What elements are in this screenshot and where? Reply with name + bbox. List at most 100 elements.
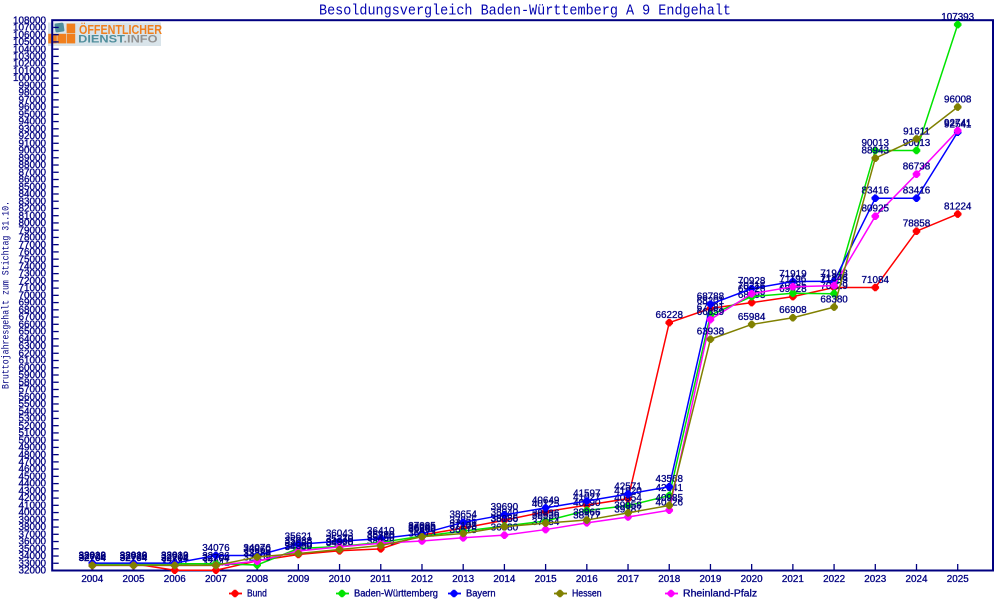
svg-text:2012: 2012	[411, 574, 433, 585]
svg-text:52000: 52000	[19, 421, 47, 432]
svg-text:37108: 37108	[449, 521, 477, 532]
svg-text:Besoldungsvergleich Baden-Würt: Besoldungsvergleich Baden-Württemberg A …	[319, 3, 731, 19]
svg-text:34350: 34350	[285, 541, 313, 552]
svg-text:90000: 90000	[19, 146, 47, 157]
svg-text:100000: 100000	[13, 73, 46, 84]
svg-text:88000: 88000	[19, 160, 47, 171]
svg-text:43000: 43000	[19, 486, 47, 497]
svg-text:68380: 68380	[820, 294, 848, 305]
svg-text:69000: 69000	[19, 298, 47, 309]
svg-text:96008: 96008	[944, 94, 972, 105]
svg-text:68000: 68000	[19, 305, 47, 316]
svg-text:56000: 56000	[19, 392, 47, 403]
svg-text:86000: 86000	[19, 175, 47, 186]
svg-text:65000: 65000	[19, 327, 47, 338]
svg-text:2014: 2014	[493, 574, 515, 585]
svg-text:107000: 107000	[13, 23, 46, 34]
svg-text:39000: 39000	[19, 515, 47, 526]
svg-text:2004: 2004	[81, 574, 103, 585]
svg-text:Bayern: Bayern	[466, 589, 496, 600]
svg-text:2024: 2024	[906, 574, 928, 585]
svg-text:2025: 2025	[947, 574, 969, 585]
svg-text:80925: 80925	[862, 204, 890, 215]
svg-text:32704: 32704	[79, 553, 107, 564]
svg-text:34690: 34690	[285, 538, 313, 549]
svg-text:57000: 57000	[19, 385, 47, 396]
svg-text:104000: 104000	[13, 44, 46, 55]
svg-text:66000: 66000	[19, 319, 47, 330]
svg-text:61000: 61000	[19, 356, 47, 367]
svg-text:45000: 45000	[19, 471, 47, 482]
svg-text:2009: 2009	[287, 574, 309, 585]
svg-text:101000: 101000	[13, 66, 46, 77]
svg-text:66908: 66908	[779, 305, 807, 316]
svg-text:2023: 2023	[864, 574, 886, 585]
svg-text:66659: 66659	[697, 307, 725, 318]
svg-text:38577: 38577	[573, 510, 600, 521]
svg-text:85000: 85000	[19, 182, 47, 193]
svg-text:93000: 93000	[19, 124, 47, 135]
svg-text:81224: 81224	[944, 201, 972, 212]
svg-text:99000: 99000	[19, 80, 47, 91]
svg-text:49000: 49000	[19, 443, 47, 454]
svg-text:70928: 70928	[738, 276, 766, 287]
svg-text:106000: 106000	[13, 30, 46, 41]
svg-text:32704: 32704	[120, 553, 148, 564]
svg-text:34000: 34000	[19, 551, 47, 562]
svg-text:2013: 2013	[452, 574, 474, 585]
svg-text:71084: 71084	[862, 275, 890, 286]
svg-text:DIENST.INFO: DIENST .INFO	[78, 34, 157, 46]
svg-text:32704: 32704	[79, 553, 107, 564]
svg-text:2020: 2020	[741, 574, 763, 585]
svg-text:105000: 105000	[13, 37, 46, 48]
svg-text:2017: 2017	[617, 574, 639, 585]
svg-text:Baden-Württemberg: Baden-Württemberg	[354, 589, 438, 600]
svg-text:36660: 36660	[408, 524, 436, 535]
svg-text:59000: 59000	[19, 370, 47, 381]
svg-text:71948: 71948	[820, 269, 848, 280]
svg-text:40000: 40000	[19, 508, 47, 519]
svg-text:82000: 82000	[19, 204, 47, 215]
svg-text:88943: 88943	[862, 146, 890, 157]
svg-text:63000: 63000	[19, 341, 47, 352]
svg-text:Rheinland-Pfalz: Rheinland-Pfalz	[683, 589, 757, 600]
svg-text:64000: 64000	[19, 334, 47, 345]
svg-text:97000: 97000	[19, 95, 47, 106]
svg-text:77000: 77000	[19, 240, 47, 251]
svg-text:68788: 68788	[697, 292, 725, 303]
svg-text:37085: 37085	[408, 521, 436, 532]
svg-text:76000: 76000	[19, 247, 47, 258]
svg-text:83416: 83416	[903, 186, 931, 197]
svg-text:48000: 48000	[19, 450, 47, 461]
svg-text:44000: 44000	[19, 479, 47, 490]
svg-text:41597: 41597	[573, 488, 600, 499]
svg-text:2019: 2019	[699, 574, 721, 585]
svg-text:33000: 33000	[19, 558, 47, 569]
svg-text:108000: 108000	[13, 15, 46, 26]
svg-text:34076: 34076	[243, 543, 271, 554]
svg-text:38000: 38000	[19, 522, 47, 533]
svg-text:36000: 36000	[19, 537, 47, 548]
svg-text:71196: 71196	[780, 274, 807, 285]
svg-text:71346: 71346	[820, 273, 848, 284]
svg-text:40649: 40649	[532, 495, 560, 506]
svg-text:91611: 91611	[903, 126, 930, 137]
svg-text:2008: 2008	[246, 574, 268, 585]
svg-text:86738: 86738	[903, 162, 931, 173]
svg-text:58000: 58000	[19, 377, 47, 388]
svg-text:35770: 35770	[367, 531, 395, 542]
svg-text:42571: 42571	[614, 481, 642, 492]
svg-text:83416: 83416	[862, 186, 890, 197]
svg-text:81000: 81000	[19, 211, 47, 222]
svg-text:2015: 2015	[535, 574, 557, 585]
svg-text:63938: 63938	[697, 327, 725, 338]
svg-text:2018: 2018	[658, 574, 680, 585]
svg-text:32704: 32704	[161, 553, 189, 564]
svg-text:32704: 32704	[202, 553, 230, 564]
svg-text:35000: 35000	[19, 544, 47, 555]
svg-text:43568: 43568	[656, 474, 684, 485]
svg-text:40985: 40985	[656, 493, 684, 504]
svg-text:33019: 33019	[161, 551, 189, 562]
svg-text:72000: 72000	[19, 276, 47, 287]
svg-text:50000: 50000	[19, 435, 47, 446]
